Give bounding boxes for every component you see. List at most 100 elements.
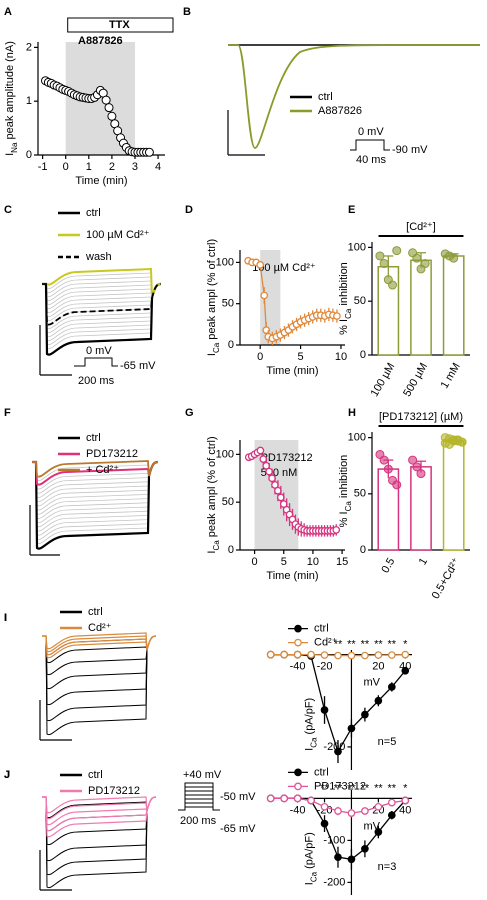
- legend-marker: [294, 638, 302, 647]
- data-point: [280, 650, 288, 659]
- data-point: [361, 651, 369, 660]
- data-point: [101, 95, 111, 105]
- panel-letter: J: [4, 769, 10, 781]
- data-point: [347, 809, 356, 817]
- voltage-protocol: [74, 357, 118, 367]
- significance: **: [334, 782, 343, 794]
- data-point: [307, 650, 315, 659]
- protocol-label: 200 ms: [180, 815, 217, 827]
- y-axis-label-part: Ca: [212, 342, 221, 353]
- annotation: 100 µM Cd²⁺: [252, 262, 316, 274]
- annotation: PD173212: [261, 452, 313, 464]
- panel-letter: D: [185, 204, 193, 216]
- data-point: [401, 666, 410, 675]
- protocol-label: -90 mV: [392, 144, 428, 156]
- x-tick-label: 1: [86, 161, 92, 173]
- x-tick-label: 0: [252, 556, 258, 568]
- protocol-label: -50 mV: [220, 791, 256, 803]
- x-tick-label: 10: [335, 351, 347, 363]
- data-point: [144, 147, 154, 157]
- data-point: [401, 650, 410, 659]
- shade-label: A887826: [78, 35, 123, 47]
- panel-letter: I: [4, 612, 7, 624]
- x-axis-label: Time (min): [266, 365, 318, 377]
- y-axis-label: INa peak amplitude (nA): [4, 41, 19, 156]
- x-tick-label: 0: [63, 161, 69, 173]
- protocol-label: -65 mV: [120, 360, 156, 372]
- x-tick-label: 1 mM: [439, 361, 463, 391]
- data-point: [387, 683, 396, 691]
- data-point: [379, 259, 389, 269]
- voltage-protocol: [178, 782, 220, 811]
- bar: [410, 259, 432, 356]
- y-axis-label-part: Ca: [309, 871, 318, 882]
- current-trace: [42, 635, 157, 664]
- data-point: [320, 651, 329, 659]
- current-trace: [228, 44, 481, 149]
- y-axis-label: ICa peak ampl (% of ctrl): [206, 436, 221, 553]
- legend-label: A887826: [318, 105, 362, 117]
- data-point: [401, 796, 410, 805]
- legend-label: PD173212: [314, 780, 366, 792]
- y-axis-label-part: Ca: [309, 737, 318, 748]
- x-tick-label: -40: [290, 661, 306, 673]
- current-trace: [32, 460, 159, 478]
- y-axis-label: ICa (pA/pF): [303, 698, 318, 751]
- x-tick-label: 500 µM: [401, 361, 430, 399]
- protocol-label: +40 mV: [183, 769, 222, 781]
- y-axis-label-part: Na: [10, 142, 19, 153]
- y-tick-label: 0: [26, 149, 32, 161]
- x-tick-label: 100 µM: [369, 361, 398, 399]
- y-axis-label-part: % I: [338, 319, 350, 335]
- data-point: [332, 526, 341, 534]
- legend-label: PD173212: [86, 448, 138, 460]
- y-tick-label: -200: [323, 876, 345, 888]
- voltage-protocol: [350, 139, 390, 151]
- x-tick-label: 40: [399, 804, 411, 816]
- significance: *: [403, 782, 408, 794]
- current-trace: [42, 635, 157, 706]
- y-axis-label: % ICa inhibition: [338, 455, 353, 528]
- y-axis-label-part: Ca: [212, 540, 221, 551]
- data-point: [256, 446, 265, 455]
- y-axis-label-part: peak ampl (% of ctrl): [206, 436, 218, 540]
- bracket-label: [PD173212] (µM): [379, 411, 463, 423]
- legend-label: 100 µM Cd²⁺: [86, 229, 150, 241]
- data-point: [320, 802, 329, 811]
- data-point: [293, 794, 302, 803]
- significance: **: [320, 782, 329, 794]
- x-tick-label: 5: [281, 556, 287, 568]
- x-axis-label: mV: [363, 677, 380, 689]
- data-point: [361, 807, 369, 815]
- significance: **: [374, 639, 383, 651]
- data-point: [320, 706, 329, 714]
- y-tick-label: -100: [323, 834, 345, 846]
- y-tick-label: 100: [348, 241, 366, 253]
- protocol-label: -65 mV: [220, 823, 256, 835]
- data-point: [374, 802, 383, 811]
- data-point: [333, 312, 341, 320]
- y-axis-label-part: inhibition: [338, 455, 350, 501]
- current-trace: [42, 796, 157, 838]
- y-axis-label-part: I: [206, 551, 218, 554]
- significance: **: [334, 639, 343, 651]
- panel-letter: H: [348, 407, 356, 419]
- data-point: [387, 811, 396, 820]
- data-point: [266, 650, 275, 659]
- data-point: [334, 651, 342, 660]
- legend-label: ctrl: [88, 769, 103, 781]
- data-point: [412, 253, 422, 263]
- data-point: [374, 828, 383, 836]
- data-point: [320, 819, 329, 828]
- y-axis-label-part: I: [303, 882, 315, 885]
- annotation: n=5: [378, 736, 397, 748]
- y-axis-label-part: inhibition: [338, 262, 350, 308]
- legend-marker: [294, 782, 302, 791]
- legend-label: ctrl: [86, 207, 101, 219]
- y-tick-label: 100: [348, 432, 366, 444]
- legend-label: ctrl: [86, 432, 101, 444]
- data-point: [256, 261, 265, 269]
- data-point: [383, 464, 393, 474]
